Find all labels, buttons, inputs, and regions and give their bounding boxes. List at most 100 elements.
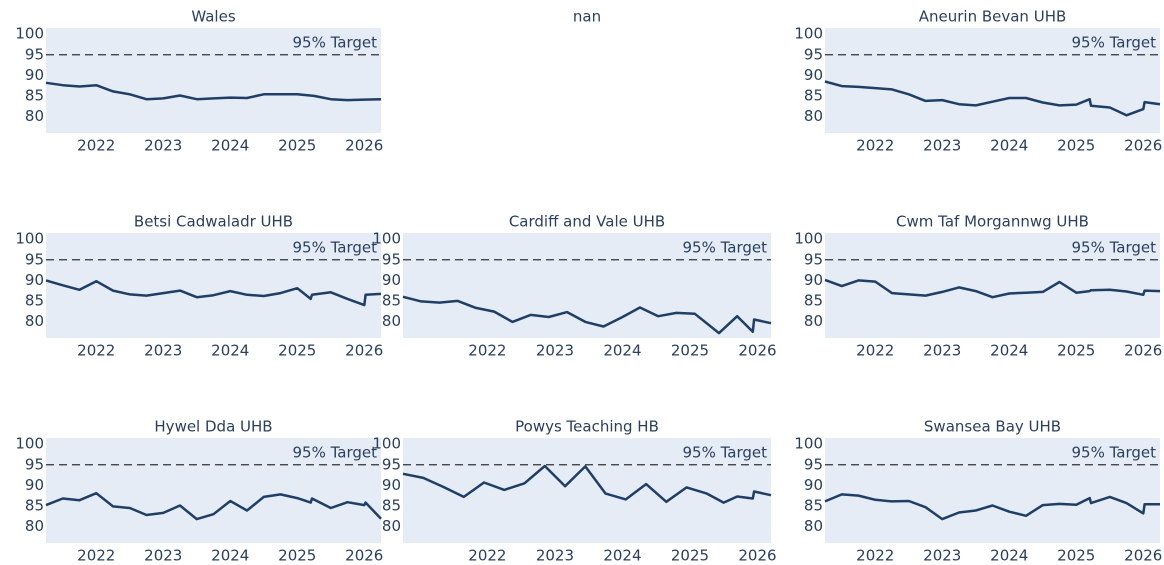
y-tick-label: 80 — [804, 517, 823, 535]
plot-area — [46, 438, 381, 543]
y-tick-label: 85 — [25, 291, 44, 309]
x-tick-label: 2025 — [278, 342, 316, 360]
x-tick-label: 2024 — [211, 547, 249, 565]
y-tick-label: 100 — [372, 230, 401, 248]
x-tick-label: 2022 — [77, 547, 115, 565]
y-tick-label: 90 — [804, 476, 823, 494]
x-tick-label: 2023 — [144, 547, 182, 565]
x-tick-label: 2025 — [278, 137, 316, 155]
panel-title: Hywel Dda UHB — [154, 418, 272, 436]
y-tick-label: 95 — [25, 250, 44, 268]
target-label: 95% Target — [682, 238, 767, 256]
panel-title: Cwm Taf Morgannwg UHB — [896, 213, 1089, 231]
x-tick-label: 2025 — [1057, 137, 1095, 155]
y-tick-label: 100 — [794, 435, 823, 453]
x-tick-label: 2022 — [77, 137, 115, 155]
y-tick-label: 85 — [382, 496, 401, 514]
x-tick-label: 2022 — [468, 342, 506, 360]
x-tick-label: 2024 — [990, 547, 1028, 565]
y-tick-label: 100 — [15, 230, 44, 248]
x-tick-label: 2023 — [536, 547, 574, 565]
target-label: 95% Target — [292, 238, 377, 256]
panel-title: nan — [573, 8, 601, 26]
y-tick-label: 80 — [382, 312, 401, 330]
x-tick-label: 2024 — [211, 137, 249, 155]
y-tick-label: 95 — [25, 455, 44, 473]
y-tick-label: 85 — [804, 86, 823, 104]
x-tick-label: 2022 — [468, 547, 506, 565]
data-line — [824, 493, 1160, 521]
x-tick-label: 2023 — [144, 137, 182, 155]
y-tick-label: 100 — [15, 435, 44, 453]
x-tick-label: 2024 — [603, 547, 641, 565]
x-tick-label: 2023 — [923, 137, 961, 155]
y-tick-label: 85 — [804, 291, 823, 309]
y-tick-label: 100 — [372, 435, 401, 453]
plot-area — [825, 28, 1160, 133]
data-line — [45, 491, 382, 521]
x-tick-label: 2025 — [671, 342, 709, 360]
y-tick-label: 80 — [382, 517, 401, 535]
x-tick-label: 2024 — [990, 137, 1028, 155]
x-tick-label: 2026 — [345, 342, 383, 360]
x-tick-label: 2023 — [923, 342, 961, 360]
x-tick-label: 2024 — [990, 342, 1028, 360]
x-tick-label: 2024 — [603, 342, 641, 360]
y-tick-label: 100 — [15, 25, 44, 43]
x-tick-label: 2025 — [1057, 547, 1095, 565]
plot-area — [403, 233, 771, 338]
y-tick-label: 100 — [794, 230, 823, 248]
y-tick-label: 95 — [804, 250, 823, 268]
x-tick-label: 2026 — [1124, 547, 1162, 565]
y-tick-label: 80 — [25, 107, 44, 125]
y-tick-label: 85 — [382, 291, 401, 309]
y-tick-label: 100 — [794, 25, 823, 43]
y-tick-label: 90 — [804, 66, 823, 84]
data-line — [45, 279, 382, 307]
data-line — [824, 80, 1161, 117]
target-label: 95% Target — [1071, 443, 1156, 461]
plot-area — [46, 28, 381, 133]
x-tick-label: 2026 — [345, 137, 383, 155]
y-tick-label: 90 — [382, 476, 401, 494]
target-label: 95% Target — [292, 443, 377, 461]
x-tick-label: 2026 — [345, 547, 383, 565]
panel-title: Betsi Cadwaladr UHB — [134, 213, 293, 231]
data-line — [824, 278, 1161, 299]
x-tick-label: 2025 — [1057, 342, 1095, 360]
x-tick-label: 2026 — [1124, 342, 1162, 360]
panel-title: Cardiff and Vale UHB — [509, 213, 665, 231]
x-tick-label: 2022 — [856, 547, 894, 565]
x-tick-label: 2022 — [856, 137, 894, 155]
x-tick-label: 2023 — [144, 342, 182, 360]
y-tick-label: 85 — [804, 496, 823, 514]
y-tick-label: 95 — [382, 455, 401, 473]
target-label: 95% Target — [1071, 33, 1156, 51]
target-label: 95% Target — [682, 443, 767, 461]
x-tick-label: 2023 — [536, 342, 574, 360]
y-tick-label: 95 — [804, 45, 823, 63]
target-label: 95% Target — [1071, 238, 1156, 256]
x-tick-label: 2024 — [211, 342, 249, 360]
y-tick-label: 90 — [25, 271, 44, 289]
y-tick-label: 80 — [25, 312, 44, 330]
x-tick-label: 2023 — [923, 547, 961, 565]
y-tick-label: 95 — [382, 250, 401, 268]
target-label: 95% Target — [292, 33, 377, 51]
x-tick-label: 2025 — [671, 547, 709, 565]
plot-area — [825, 438, 1160, 543]
y-tick-label: 80 — [804, 312, 823, 330]
panel-title: Wales — [191, 8, 235, 26]
y-tick-label: 90 — [25, 66, 44, 84]
y-tick-label: 85 — [25, 86, 44, 104]
panel-title: Swansea Bay UHB — [924, 418, 1061, 436]
x-tick-label: 2022 — [77, 342, 115, 360]
y-tick-label: 85 — [25, 496, 44, 514]
data-line — [402, 464, 772, 504]
x-tick-label: 2025 — [278, 547, 316, 565]
y-tick-label: 80 — [25, 517, 44, 535]
y-tick-label: 90 — [804, 271, 823, 289]
y-tick-label: 80 — [804, 107, 823, 125]
x-tick-label: 2026 — [738, 342, 776, 360]
